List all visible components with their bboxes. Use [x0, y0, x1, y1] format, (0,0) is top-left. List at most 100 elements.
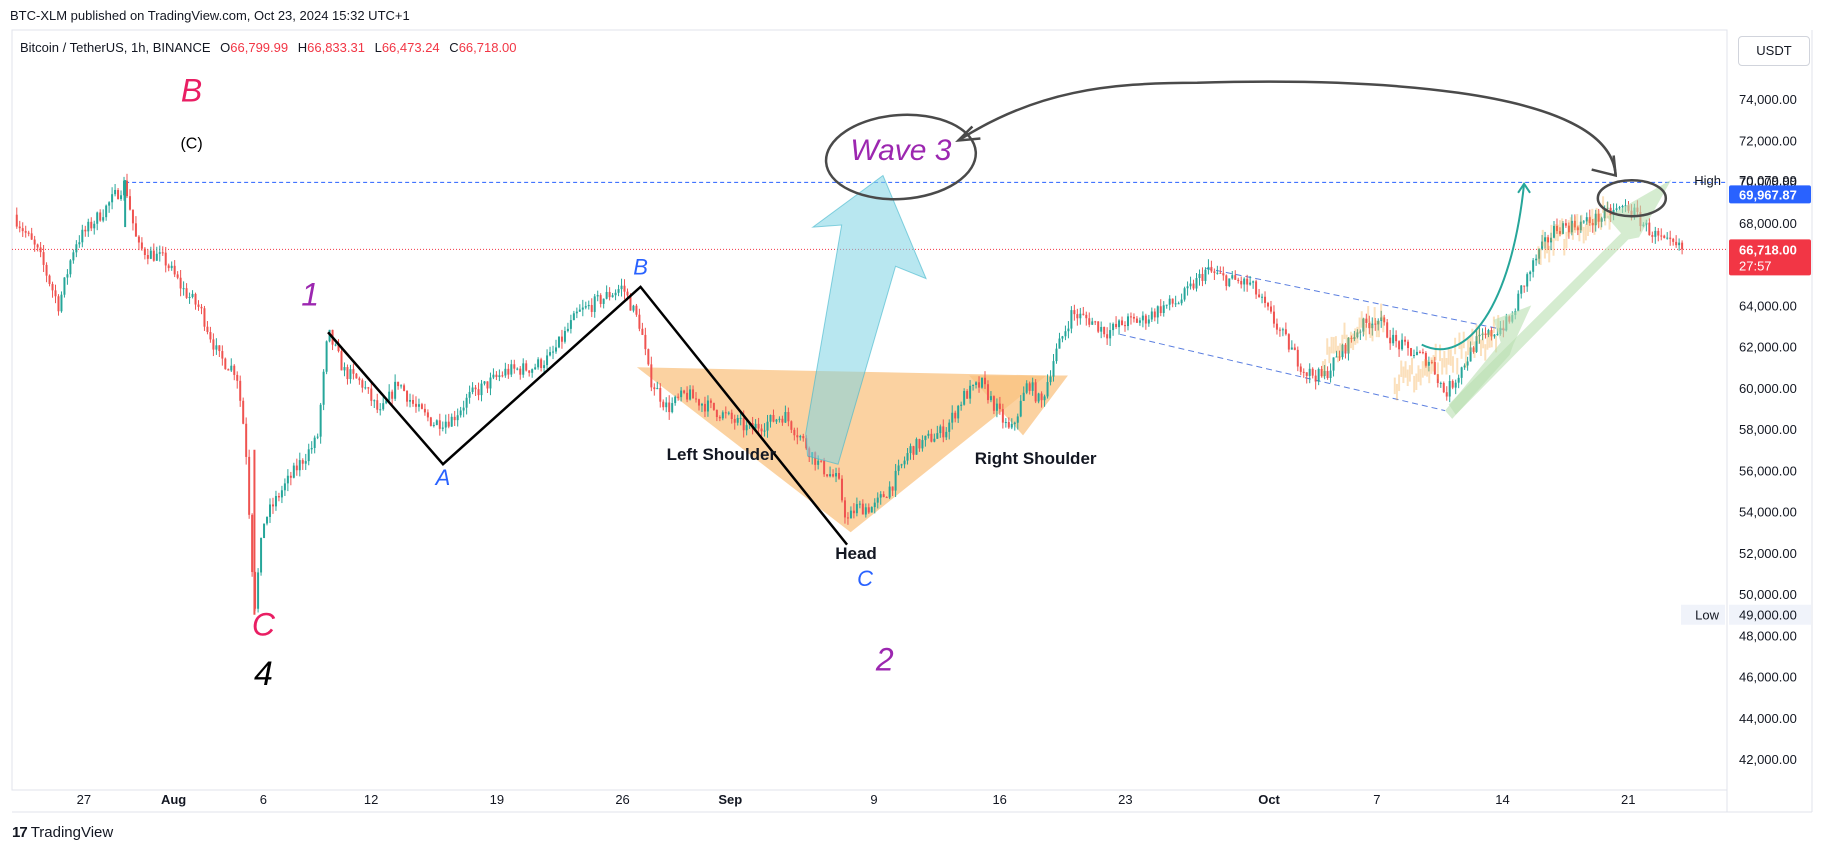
candle-body	[966, 391, 969, 399]
candle-body	[882, 494, 885, 498]
candle-body	[128, 196, 131, 210]
candle-body	[683, 390, 686, 393]
candle-body	[653, 387, 656, 390]
candle-body	[126, 180, 129, 197]
projection-candle	[1456, 357, 1459, 375]
candle-body	[1192, 283, 1195, 289]
candle-body	[1204, 269, 1207, 281]
candle-body	[1198, 273, 1201, 279]
ohlc-low-label: L	[374, 40, 382, 55]
projection-candle	[1445, 358, 1448, 375]
projection-candle	[1567, 220, 1570, 237]
candle-body	[1237, 279, 1240, 282]
candle-body	[1049, 376, 1052, 383]
currency-unit-button[interactable]: USDT	[1738, 36, 1810, 66]
candle-body	[1007, 422, 1010, 428]
candle-body	[852, 510, 855, 514]
candle-body	[310, 447, 313, 450]
candle-body	[417, 404, 420, 407]
x-tick-label: 21	[1621, 792, 1635, 807]
ohlc-close-label: C	[449, 40, 459, 55]
candle-body	[703, 403, 706, 412]
candle-body	[1052, 361, 1055, 377]
candle-body	[1451, 381, 1454, 388]
candle-body	[245, 423, 248, 457]
candle-body	[367, 387, 370, 389]
candle-body	[1490, 330, 1493, 337]
candle-body	[778, 418, 781, 420]
projection-candle	[1539, 248, 1542, 266]
candle-body	[99, 212, 102, 221]
x-tick-label: 19	[490, 792, 504, 807]
projection-candle	[1337, 345, 1340, 363]
candle-body	[1168, 298, 1171, 305]
candle-body	[1138, 320, 1141, 323]
candle-body	[1320, 369, 1323, 377]
candle-body	[969, 385, 972, 399]
candle-body	[1314, 375, 1317, 382]
elliott-zigzag-line	[327, 285, 849, 546]
candle-body	[63, 277, 66, 295]
projection-candle	[1423, 359, 1426, 376]
candle-body	[1600, 218, 1603, 222]
candle-body	[349, 369, 352, 380]
candle-body	[894, 470, 897, 491]
candle-body	[915, 439, 918, 455]
candle-body	[522, 363, 525, 375]
candle-body	[793, 429, 796, 436]
wave-label-magenta-b: B	[181, 72, 202, 108]
candle-body	[1278, 329, 1281, 331]
candle-body	[531, 369, 534, 373]
candle-body	[304, 461, 307, 464]
candle-body	[1496, 334, 1499, 336]
y-tick-label: 72,000.00	[1739, 133, 1797, 148]
candle-body	[909, 446, 912, 454]
candle-body	[1153, 311, 1156, 318]
candle-body	[1654, 230, 1657, 237]
tradingview-logo[interactable]: 17 TradingView	[12, 824, 113, 841]
projection-candle	[1602, 196, 1605, 213]
candle-body	[1401, 339, 1404, 350]
projection-candle	[1469, 335, 1472, 352]
candle-body	[1624, 205, 1627, 207]
symbol-info: Bitcoin / TetherUS, 1h, BINANCE O66,799.…	[20, 40, 517, 55]
projection-candle	[1541, 229, 1544, 247]
candle-body	[1481, 333, 1484, 335]
candle-body	[1228, 278, 1231, 287]
projection-candle	[1556, 224, 1559, 242]
connector-arrowhead-right	[1591, 155, 1618, 178]
candle-body	[1186, 286, 1189, 289]
candle-body	[48, 275, 51, 284]
candle-body	[313, 437, 316, 448]
candle-body	[1255, 281, 1258, 295]
candle-body	[742, 417, 745, 431]
candle-body	[736, 418, 739, 423]
candle-body	[1672, 238, 1675, 242]
candle-body	[316, 436, 319, 438]
candle-body	[69, 260, 72, 275]
candle-body	[1067, 328, 1070, 332]
candle-body	[1141, 315, 1144, 321]
projection-candle	[1492, 316, 1495, 334]
candle-body	[1243, 278, 1246, 285]
candle-body	[1383, 317, 1386, 323]
candle-body	[24, 231, 27, 233]
candle-body	[251, 514, 254, 573]
candle-body	[1097, 321, 1100, 332]
candle-body	[1332, 357, 1335, 371]
candle-body	[1094, 321, 1097, 323]
candle-body	[513, 364, 516, 369]
projection-candle	[1574, 216, 1577, 233]
candle-body	[394, 381, 397, 399]
candle-body	[155, 253, 158, 261]
candle-body	[1454, 382, 1457, 388]
projection-candle	[1460, 342, 1463, 359]
candle-body	[248, 456, 251, 515]
ohlc-open-label: O	[220, 40, 231, 55]
candle-body	[891, 486, 894, 491]
candle-body	[1389, 337, 1392, 344]
candle-body	[939, 426, 942, 434]
pattern-label-left-shoulder: Left Shoulder	[667, 445, 777, 464]
candle-body	[191, 293, 194, 297]
